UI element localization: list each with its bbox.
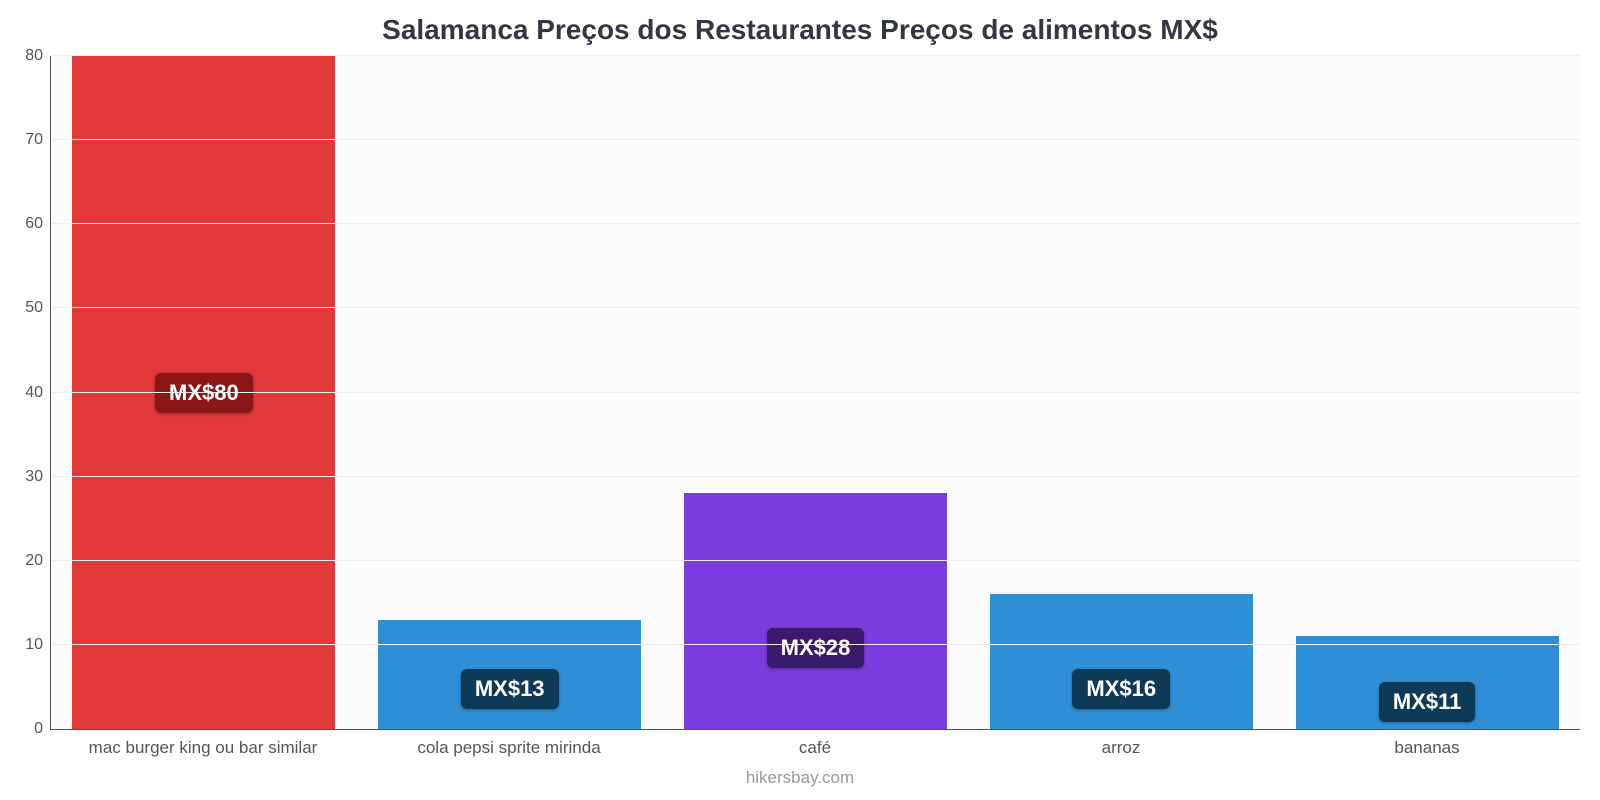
value-badge-anchor: MX$13 [357, 669, 663, 709]
grid-line [51, 560, 1580, 561]
grid-line [51, 476, 1580, 477]
x-axis-labels: mac burger king ou bar similarcola pepsi… [50, 738, 1580, 758]
bar-slot: MX$13 [357, 56, 663, 729]
x-axis-label: bananas [1274, 738, 1580, 758]
y-tick-label: 50 [25, 299, 43, 317]
value-badge: MX$80 [155, 373, 253, 413]
y-tick-label: 40 [25, 384, 43, 402]
x-axis-label: cola pepsi sprite mirinda [356, 738, 662, 758]
grid-line [51, 139, 1580, 140]
y-tick-label: 30 [25, 468, 43, 486]
chart-title: Salamanca Preços dos Restaurantes Preços… [0, 0, 1600, 52]
plot-outer: MX$80MX$13MX$28MX$16MX$11 01020304050607… [50, 56, 1580, 730]
x-axis-label: mac burger king ou bar similar [50, 738, 356, 758]
plot-area: MX$80MX$13MX$28MX$16MX$11 01020304050607… [50, 56, 1580, 730]
x-axis-label: arroz [968, 738, 1274, 758]
value-badge-anchor: MX$28 [663, 628, 969, 668]
value-badge: MX$16 [1072, 669, 1170, 709]
bar-slot: MX$16 [968, 56, 1274, 729]
value-badge-anchor: MX$16 [968, 669, 1274, 709]
value-badge: MX$11 [1379, 682, 1476, 722]
bars-row: MX$80 MX$13 MX$28 MX$16 MX$11 [51, 56, 1580, 729]
value-badge-anchor: MX$11 [1274, 682, 1580, 722]
bar-slot: MX$80 [51, 56, 357, 729]
grid-line [51, 392, 1580, 393]
y-tick-label: 20 [25, 552, 43, 570]
grid-line [51, 644, 1580, 645]
grid-line [51, 55, 1580, 56]
y-tick-label: 0 [34, 720, 43, 738]
y-tick-label: 10 [25, 636, 43, 654]
y-tick-label: 70 [25, 131, 43, 149]
value-badge-anchor: MX$80 [51, 373, 357, 413]
y-tick-label: 80 [25, 47, 43, 65]
y-tick-label: 60 [25, 215, 43, 233]
credit-text: hikersbay.com [0, 768, 1600, 788]
bar-slot: MX$11 [1274, 56, 1580, 729]
grid-line [51, 223, 1580, 224]
bar-slot: MX$28 [663, 56, 969, 729]
value-badge: MX$13 [461, 669, 559, 709]
bar [684, 493, 947, 729]
price-bar-chart: Salamanca Preços dos Restaurantes Preços… [0, 0, 1600, 800]
x-axis-label: café [662, 738, 968, 758]
grid-line [51, 307, 1580, 308]
value-badge: MX$28 [767, 628, 865, 668]
